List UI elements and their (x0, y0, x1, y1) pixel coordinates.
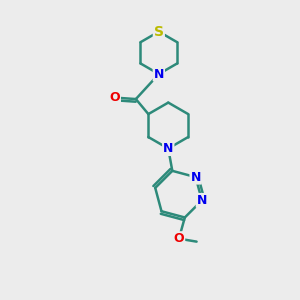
Text: N: N (190, 171, 201, 184)
Text: S: S (154, 25, 164, 39)
Text: N: N (154, 68, 164, 80)
Text: O: O (174, 232, 184, 245)
Text: N: N (197, 194, 207, 207)
Text: O: O (110, 91, 120, 104)
Text: N: N (163, 142, 173, 155)
